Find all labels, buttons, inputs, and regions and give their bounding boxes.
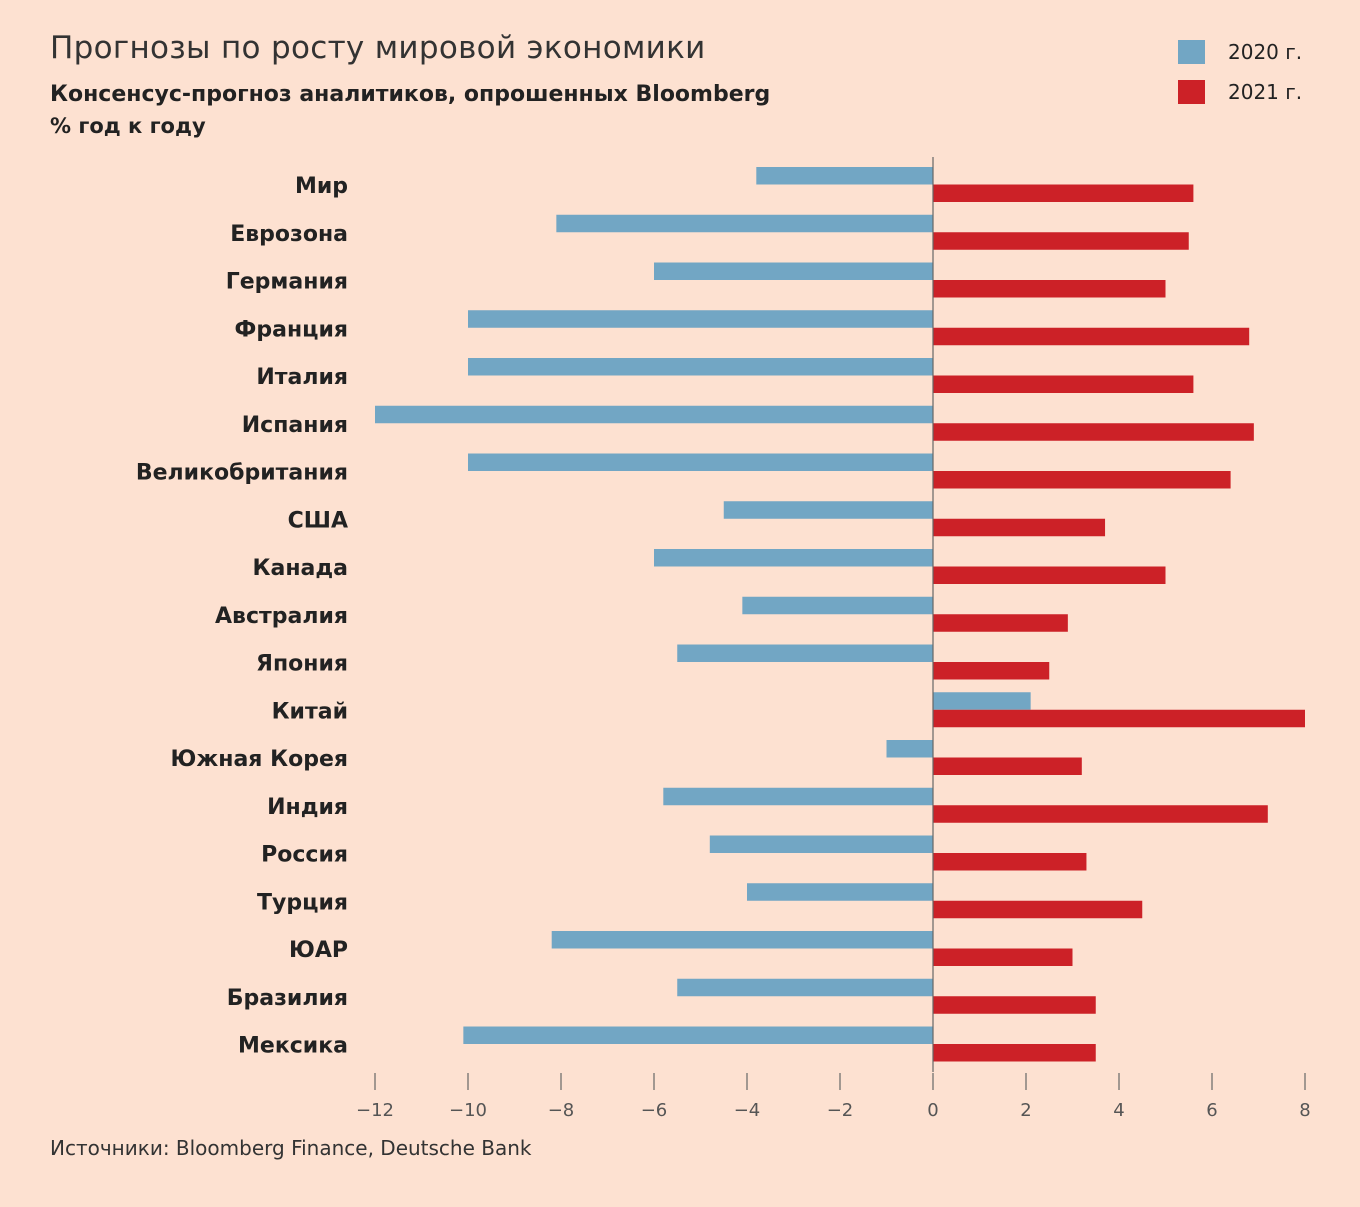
x-tick-label: −4	[734, 1100, 761, 1121]
bar-2021	[933, 757, 1082, 775]
bar-2020	[742, 596, 933, 615]
x-axis: −12 −10 −8 −6 −4 −2 0 2 4 6 8	[356, 157, 1311, 1121]
bar-2020	[747, 883, 933, 901]
category-label: Германия	[226, 270, 348, 295]
category-label: Италия	[256, 365, 348, 390]
bar-2020	[654, 549, 933, 567]
legend-item-2021: 2021 г.	[1178, 78, 1318, 106]
bar-2020	[375, 405, 933, 424]
category-label: Мир	[295, 174, 348, 199]
category-label: Россия	[261, 843, 348, 868]
category-label: Индия	[267, 795, 348, 820]
bar-2020	[468, 358, 933, 376]
x-tick-label: −8	[548, 1100, 575, 1121]
category-label: Великобритания	[136, 461, 348, 486]
category-label: Еврозона	[230, 222, 348, 247]
category-label: Мексика	[238, 1034, 348, 1059]
category-label: ЮАР	[289, 938, 348, 963]
legend-swatch-2020	[1178, 40, 1205, 64]
bar-2021	[933, 375, 1194, 393]
bar-2020	[933, 692, 1031, 710]
legend-swatch-2021	[1178, 80, 1205, 104]
legend-label-2020: 2020 г.	[1228, 40, 1303, 64]
bar-2021	[933, 184, 1194, 202]
bar-2021	[933, 423, 1254, 441]
bar-2021	[933, 948, 1073, 966]
legend-item-2020: 2020 г.	[1178, 38, 1318, 66]
bar-2021	[933, 518, 1106, 537]
bar-2021	[933, 996, 1096, 1014]
category-label: Япония	[256, 652, 348, 677]
bar-2021	[933, 900, 1143, 919]
x-tick-label: −6	[641, 1100, 668, 1121]
category-label: Южная Корея	[171, 747, 348, 772]
category-label: Турция	[257, 890, 348, 915]
legend-label-2021: 2021 г.	[1228, 80, 1303, 104]
x-tick-label: 4	[1113, 1100, 1124, 1121]
category-label: Бразилия	[227, 986, 348, 1011]
bar-2021	[933, 1044, 1096, 1062]
bar-2021	[933, 327, 1250, 346]
bar-2020	[663, 787, 933, 806]
bars	[375, 167, 1305, 1062]
x-tick-label: 2	[1020, 1100, 1031, 1121]
x-tick-label: 0	[927, 1100, 938, 1121]
x-tick-label: −12	[356, 1100, 394, 1121]
bar-2021	[933, 805, 1268, 823]
bar-2021	[933, 566, 1166, 584]
x-tick-label: 6	[1206, 1100, 1217, 1121]
bar-2020	[756, 167, 933, 185]
category-label: США	[288, 508, 348, 533]
bar-2020	[709, 835, 933, 853]
bar-2020	[677, 644, 933, 662]
bar-2020	[677, 978, 933, 997]
bar-2020	[468, 310, 933, 328]
category-label: Франция	[235, 317, 348, 342]
source-note: Источники: Bloomberg Finance, Deutsche B…	[50, 1136, 532, 1160]
x-tick-label: 8	[1299, 1100, 1310, 1121]
category-label: Испания	[242, 413, 348, 438]
bar-2020	[886, 740, 933, 758]
bar-2020	[551, 931, 933, 949]
category-label: Австралия	[215, 604, 348, 629]
bar-2021	[933, 614, 1068, 632]
bar-2020	[468, 453, 933, 471]
bar-2020	[463, 1026, 933, 1044]
bar-2020	[723, 501, 933, 519]
bar-2020	[654, 262, 933, 280]
category-label: Китай	[272, 699, 348, 724]
chart-title: Прогнозы по росту мировой экономики	[50, 30, 706, 66]
x-tick-label: −10	[449, 1100, 487, 1121]
x-tick-label: −2	[827, 1100, 854, 1121]
bar-2021	[933, 280, 1166, 298]
category-labels: Мир Еврозона Германия Франция Италия Испания В…	[136, 174, 348, 1059]
chart-unit-label: % год к году	[50, 114, 206, 138]
bar-2021	[933, 232, 1189, 250]
chart-subtitle: Консенсус-прогноз аналитиков, опрошенных…	[50, 82, 771, 107]
bar-2021	[933, 662, 1050, 680]
bar-2021	[933, 853, 1087, 871]
bar-2021	[933, 471, 1231, 489]
category-label: Канада	[253, 556, 349, 581]
bar-2021	[933, 709, 1305, 728]
bar-2020	[556, 214, 933, 233]
